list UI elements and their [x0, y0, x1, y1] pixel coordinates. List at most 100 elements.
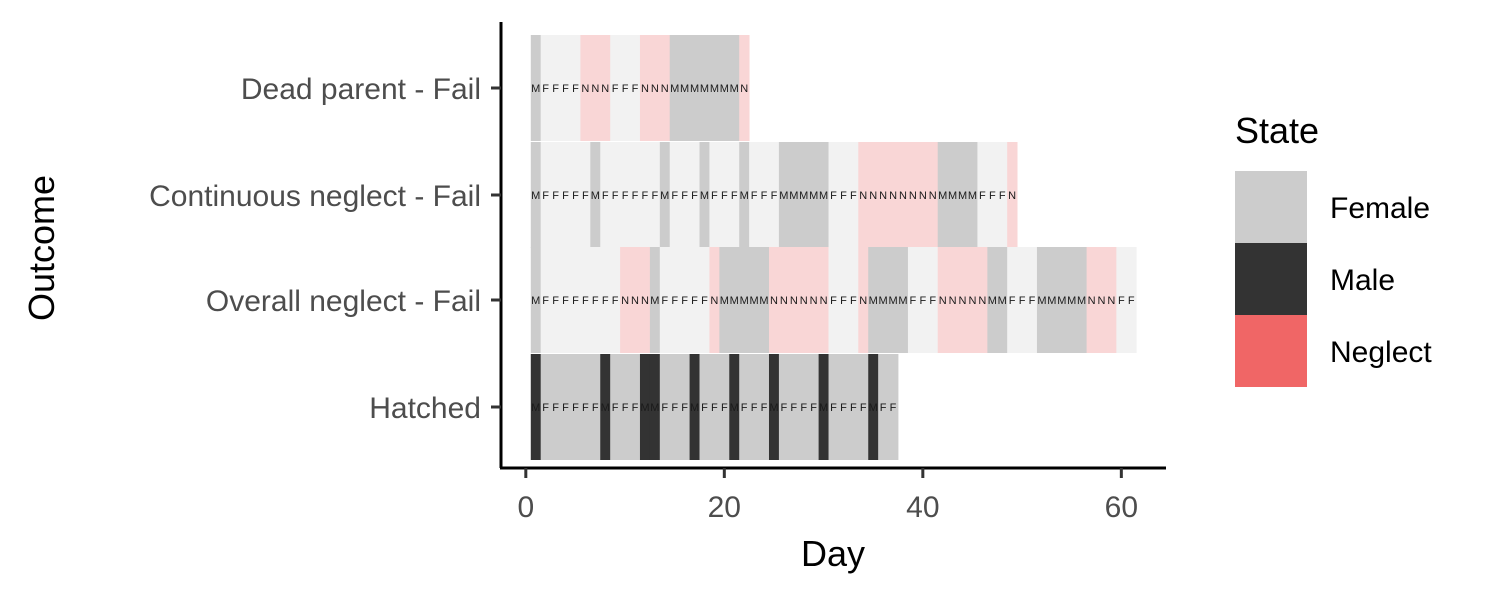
cell-label-3-13: M [650, 402, 659, 414]
cell-2-36 [878, 247, 889, 353]
y-tick-label-3: Hatched [369, 392, 481, 425]
legend: State Female Male Neglect [1235, 110, 1432, 387]
legend-key-neglect [1235, 315, 1307, 387]
cell-label-1-25: F [771, 190, 778, 202]
cell-0-3 [550, 35, 561, 141]
cell-3-26 [778, 354, 790, 460]
cell-2-5 [570, 247, 581, 353]
x-tick-label-1: 20 [708, 491, 741, 524]
cell-label-3-24: F [761, 402, 768, 414]
cell-label-1-23: F [751, 190, 758, 202]
cell-label-0-4: F [562, 83, 569, 95]
cell-2-28 [798, 247, 810, 353]
cell-3-37 [888, 354, 899, 460]
cell-1-25 [768, 142, 780, 248]
cell-label-2-50: F [1019, 295, 1026, 307]
cell-2-14 [659, 247, 671, 353]
cell-2-7 [590, 247, 601, 353]
cell-label-0-14: N [661, 83, 669, 95]
y-axis-ticks: Dead parent - Fail Continuous neglect - F… [149, 73, 501, 425]
cell-label-1-19: F [711, 190, 718, 202]
cell-label-3-10: F [622, 402, 629, 414]
cell-3-3 [550, 354, 561, 460]
cell-1-29 [808, 142, 820, 248]
cell-0-7 [590, 35, 601, 141]
cell-label-2-53: M [1047, 295, 1056, 307]
cell-0-19 [709, 35, 720, 141]
cell-label-1-44: M [958, 190, 967, 202]
cell-1-30 [818, 142, 829, 248]
cell-label-1-16: F [681, 190, 688, 202]
cell-0-10 [620, 35, 631, 141]
cell-label-2-20: M [720, 295, 729, 307]
cell-label-0-19: M [710, 83, 719, 95]
cell-label-1-10: F [622, 190, 629, 202]
legend-label-male: Male [1330, 264, 1395, 297]
cell-label-2-23: M [750, 295, 759, 307]
cell-label-1-6: F [582, 190, 589, 202]
cell-label-2-54: M [1057, 295, 1066, 307]
cell-2-37 [888, 247, 899, 353]
cell-1-16 [679, 142, 690, 248]
cell-label-1-22: M [740, 190, 749, 202]
cell-2-40 [917, 247, 929, 353]
cell-label-2-3: F [552, 295, 559, 307]
cell-label-1-3: F [552, 190, 559, 202]
cell-label-1-48: F [999, 190, 1006, 202]
legend-label-female: Female [1330, 192, 1430, 225]
cell-label-3-36: F [880, 402, 887, 414]
cell-label-1-36: N [879, 190, 887, 202]
cell-2-17 [689, 247, 700, 353]
cell-3-16 [679, 354, 690, 460]
cell-label-0-3: F [552, 83, 559, 95]
cell-label-1-38: N [899, 190, 907, 202]
cell-label-2-34: N [859, 295, 867, 307]
cell-1-12 [639, 142, 651, 248]
cell-0-9 [610, 35, 621, 141]
cell-label-3-32: F [840, 402, 847, 414]
cell-label-3-28: F [800, 402, 807, 414]
cell-0-2 [540, 35, 552, 141]
cell-3-24 [759, 354, 770, 460]
cell-3-27 [788, 354, 800, 460]
cell-0-6 [580, 35, 591, 141]
cell-2-47 [987, 247, 998, 353]
cell-3-33 [848, 354, 859, 460]
cell-0-20 [719, 35, 730, 141]
cell-label-1-7: M [591, 190, 600, 202]
cell-label-3-37: F [890, 402, 897, 414]
cell-label-1-9: F [612, 190, 619, 202]
cell-3-6 [580, 354, 591, 460]
cell-label-1-21: F [731, 190, 738, 202]
cell-label-2-24: M [759, 295, 768, 307]
cell-label-1-37: N [889, 190, 897, 202]
cell-1-3 [550, 142, 561, 248]
cell-label-0-16: M [680, 83, 689, 95]
cell-1-10 [620, 142, 631, 248]
cell-label-2-47: M [988, 295, 997, 307]
cell-2-23 [749, 247, 760, 353]
cell-0-11 [630, 35, 641, 141]
cell-label-2-29: N [810, 295, 818, 307]
cell-3-34 [858, 354, 869, 460]
cell-label-3-7: F [592, 402, 599, 414]
cell-1-21 [729, 142, 740, 248]
cell-labels: M F F F F N N N F F F N N N M M M M M M M NM F F F F F M F F F F F F M F F F M… [531, 83, 1135, 414]
cell-3-14 [659, 354, 671, 460]
cell-1-11 [630, 142, 641, 248]
cell-0-14 [659, 35, 671, 141]
cell-3-20 [719, 354, 730, 460]
cell-label-0-9: F [612, 83, 619, 95]
cell-label-2-40: F [919, 295, 926, 307]
cell-2-2 [540, 247, 552, 353]
cell-3-25 [768, 354, 780, 460]
cell-label-2-1: M [531, 295, 540, 307]
cell-label-2-18: F [701, 295, 708, 307]
cell-label-1-30: M [819, 190, 828, 202]
cell-label-2-51: F [1029, 295, 1036, 307]
cell-label-1-1: M [531, 190, 540, 202]
cell-1-31 [828, 142, 839, 248]
cell-label-3-20: F [721, 402, 728, 414]
cell-label-2-27: N [790, 295, 798, 307]
cell-label-3-1: M [531, 402, 540, 414]
